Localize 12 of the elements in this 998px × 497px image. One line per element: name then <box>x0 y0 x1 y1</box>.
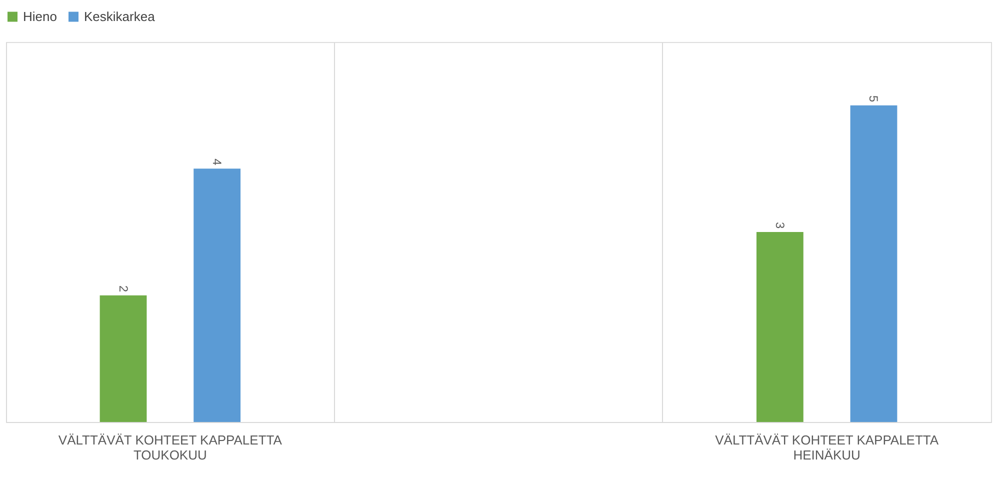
legend-label: Keskikarkea <box>84 8 156 24</box>
legend-label: Hieno <box>23 8 57 24</box>
data-label: 4 <box>210 158 224 166</box>
data-label: 2 <box>116 285 130 292</box>
data-label: 3 <box>772 222 787 229</box>
data-label: 5 <box>866 95 881 102</box>
bar <box>850 105 898 422</box>
x-tick-label: VÄLTTÄVÄT KOHTEET KAPPALETTA HEINÄKUU <box>715 432 939 462</box>
bar <box>756 232 804 422</box>
bar <box>100 295 147 422</box>
x-tick-label: VÄLTTÄVÄT KOHTEET KAPPALETTA TOUKOKUU <box>58 432 282 462</box>
bar <box>194 168 241 422</box>
